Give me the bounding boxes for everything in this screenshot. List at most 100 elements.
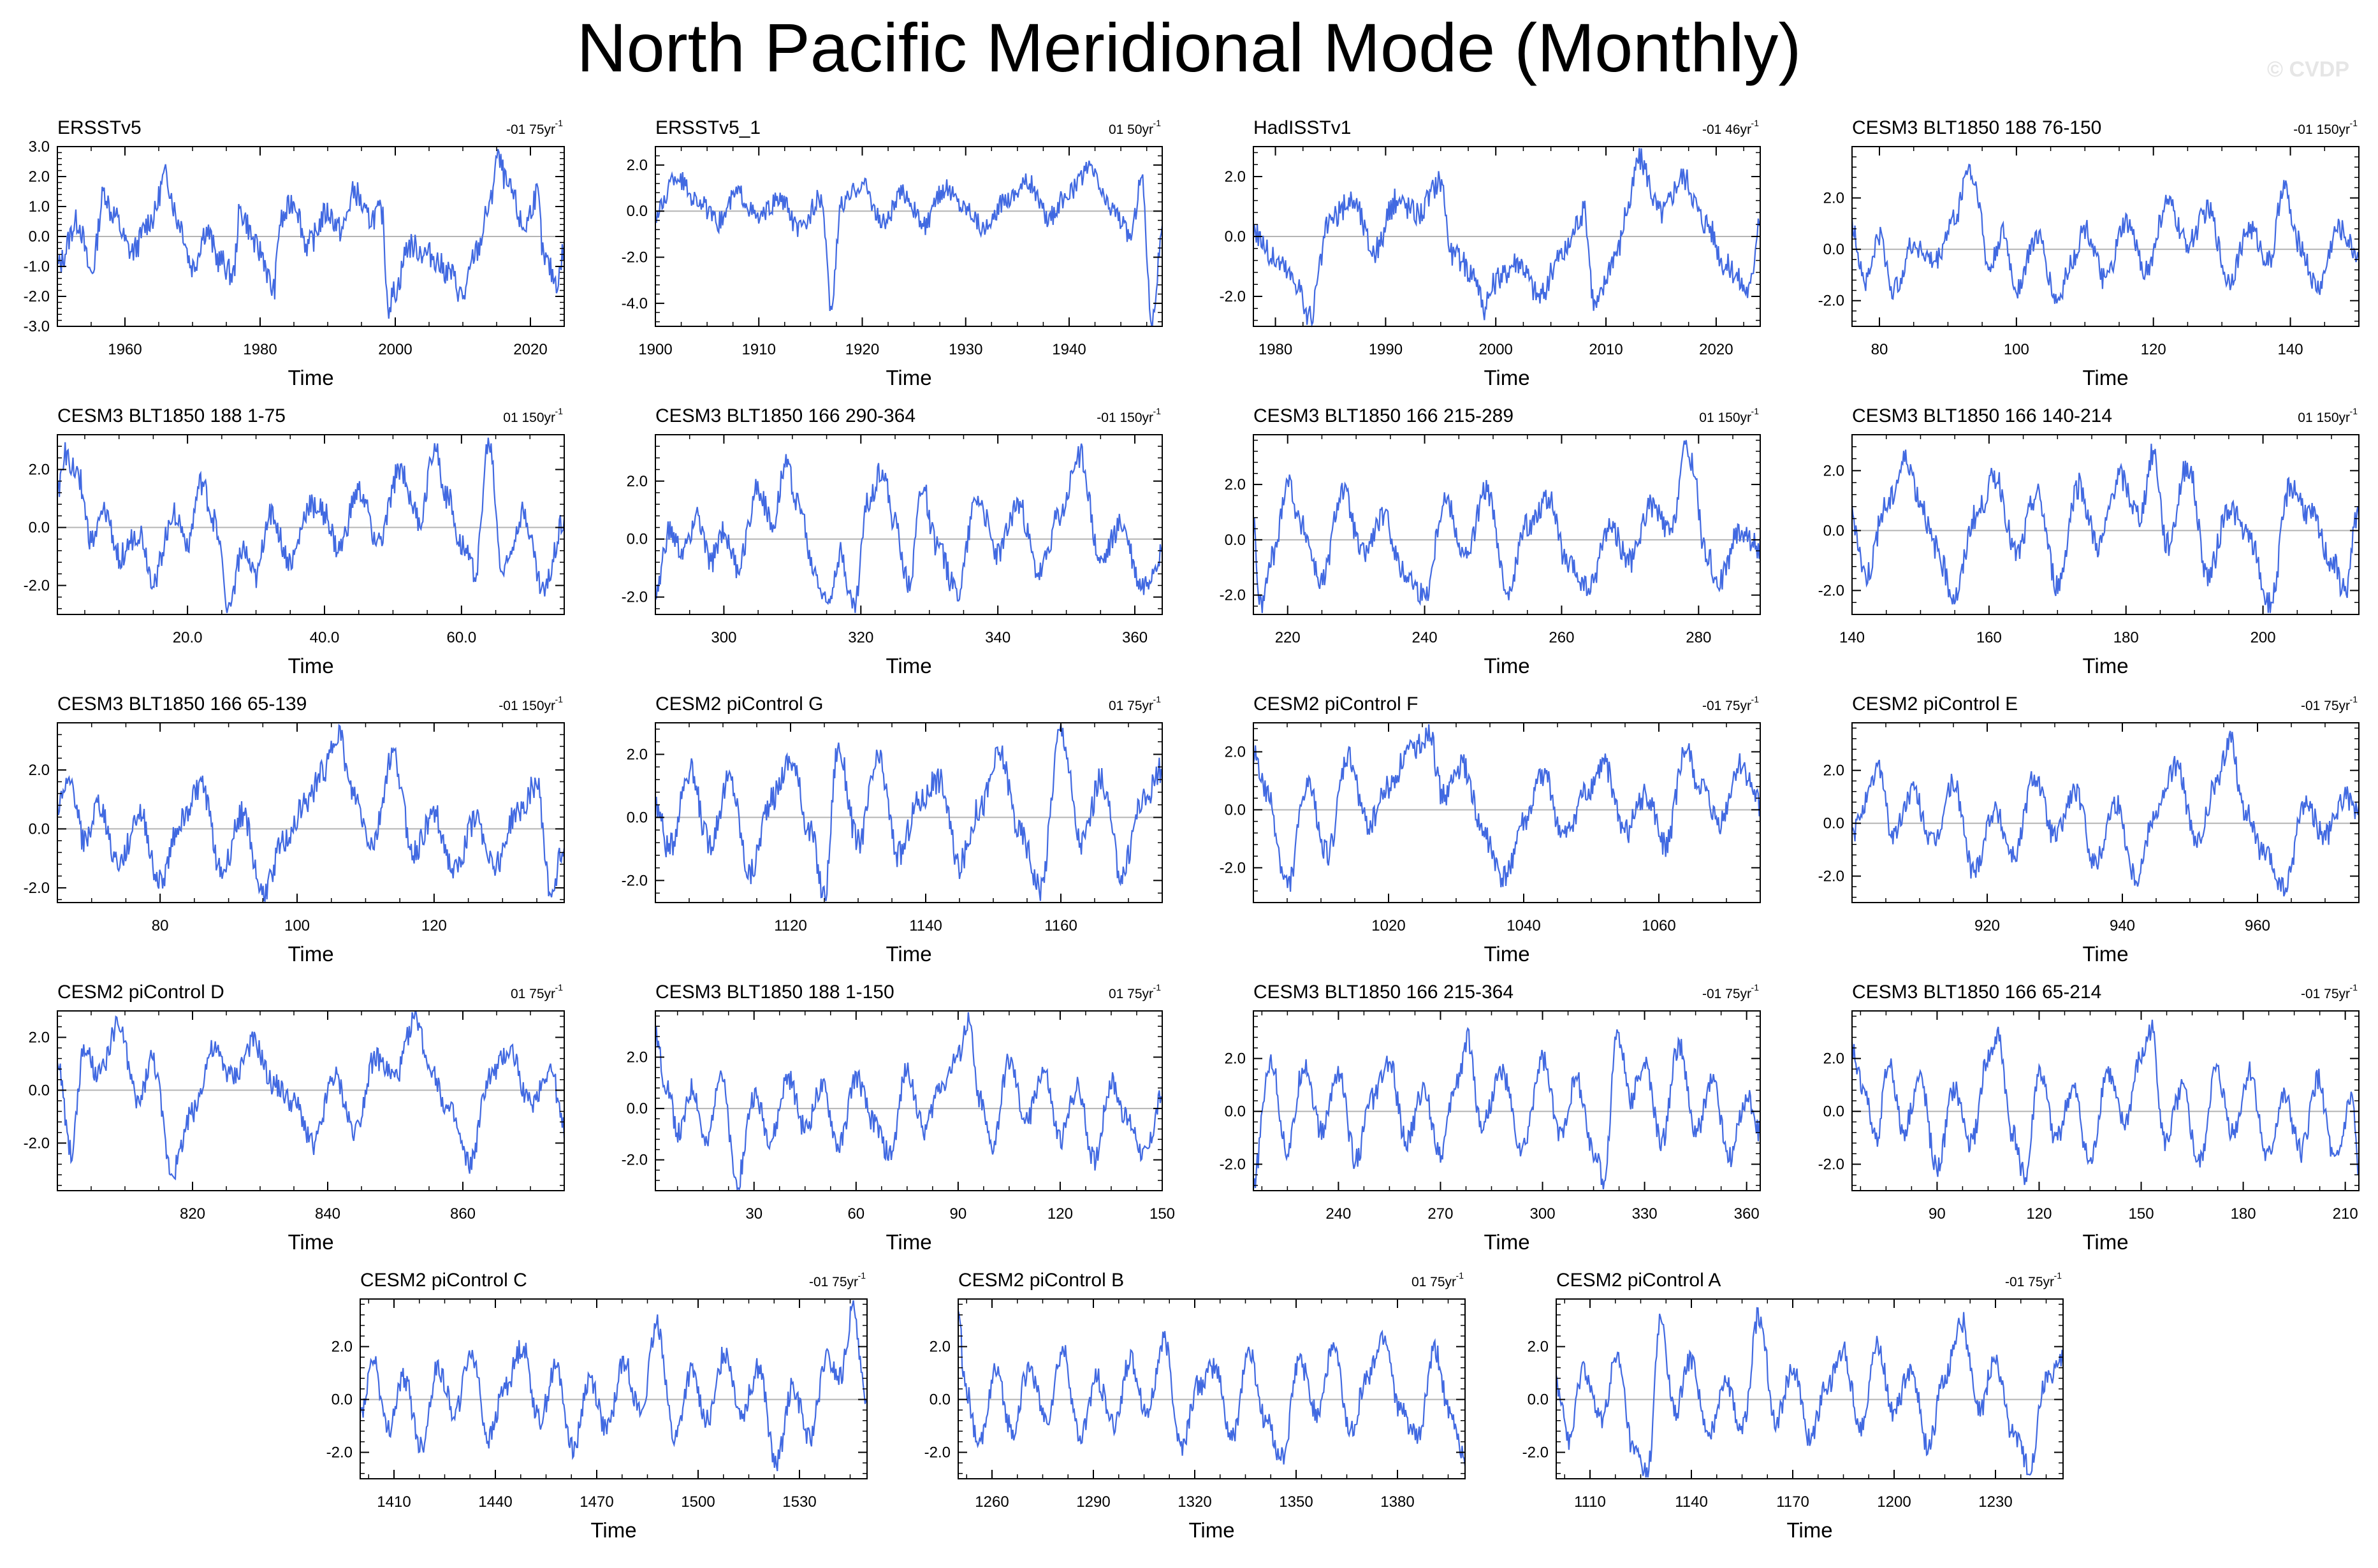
- x-tick-label: 1500: [681, 1493, 715, 1511]
- y-tick-label: 2.0: [1528, 1339, 1549, 1356]
- x-tick-label: 80: [1871, 341, 1888, 358]
- plot-frame: [57, 434, 565, 615]
- x-tick-label: 1260: [975, 1493, 1009, 1511]
- x-tick-label: 60.0: [446, 629, 476, 646]
- plot-frame: [1851, 434, 2360, 615]
- chart-panel: CESM2 piControl C -01 75yr -1 1410 1440 1470 1…: [326, 1270, 868, 1542]
- panel-trend-exponent: -1: [2350, 406, 2358, 416]
- x-tick-label: 1940: [1052, 341, 1086, 358]
- series-line: [56, 149, 565, 319]
- plot-frame: [1851, 722, 2360, 903]
- series-line: [1851, 1019, 2360, 1186]
- panel-trend-exponent: -1: [1751, 694, 1760, 704]
- y-tick-label: -2.0: [924, 1444, 951, 1462]
- y-tick-label: 2.0: [29, 461, 50, 479]
- x-axis-label: Time: [1484, 366, 1529, 389]
- y-tick-label: 0.0: [332, 1391, 353, 1409]
- panel-trend-exponent: -1: [2054, 1270, 2062, 1281]
- y-tick-label: 2.0: [1823, 762, 1844, 780]
- x-axis-label: Time: [2082, 654, 2128, 678]
- y-tick-label: 3.0: [29, 138, 50, 156]
- chart-panel: ERSSTv5 -01 75yr -1 1960 1980 2000 2020 -3.0 -2.…: [24, 117, 565, 389]
- x-tick-label: 1140: [909, 917, 942, 934]
- y-tick-label: 0.0: [1225, 532, 1246, 549]
- panel-trend-exponent: -1: [1153, 118, 1162, 128]
- x-tick-label: 120: [2026, 1205, 2052, 1223]
- x-axis-label: Time: [886, 1230, 931, 1254]
- x-tick-label: 1530: [782, 1493, 816, 1511]
- x-tick-label: 1040: [1506, 917, 1540, 934]
- x-axis-label: Time: [1786, 1518, 1832, 1542]
- series-line: [56, 437, 565, 613]
- y-tick-label: 0.0: [1823, 815, 1844, 832]
- x-tick-label: 100: [284, 917, 310, 934]
- y-tick-label: -2.0: [622, 1152, 648, 1169]
- panel-trend: -01 75yr: [1702, 699, 1751, 713]
- x-tick-label: 20.0: [173, 629, 203, 646]
- x-tick-label: 1140: [1675, 1493, 1708, 1511]
- x-axis-label: Time: [288, 1230, 333, 1254]
- x-axis-label: Time: [1484, 1230, 1529, 1254]
- x-tick-label: 1350: [1279, 1493, 1313, 1511]
- x-tick-label: 1930: [949, 341, 982, 358]
- panel-title: ERSSTv5: [57, 117, 142, 138]
- plot-frame: [655, 146, 1163, 327]
- y-tick-label: 0.0: [1225, 1103, 1246, 1121]
- series-line: [654, 1012, 1163, 1191]
- series-line: [56, 723, 565, 903]
- x-tick-label: 340: [985, 629, 1010, 646]
- x-tick-label: 240: [1325, 1205, 1351, 1223]
- y-tick-label: 0.0: [29, 1082, 50, 1099]
- panel-trend: -01 75yr: [809, 1275, 858, 1289]
- panel-trend-exponent: -1: [1153, 406, 1162, 416]
- plot-frame: [1851, 146, 2360, 327]
- x-tick-label: 360: [1122, 629, 1148, 646]
- panel-title: CESM2 piControl G: [655, 693, 823, 715]
- x-tick-label: 1230: [1978, 1493, 2012, 1511]
- panel-trend: 01 150yr: [2298, 410, 2350, 425]
- series-line: [1252, 724, 1762, 892]
- series-line: [1851, 730, 2360, 897]
- x-tick-label: 1980: [243, 341, 277, 358]
- x-tick-label: 90: [1929, 1205, 1946, 1223]
- x-tick-label: 200: [2250, 629, 2276, 646]
- panel-title: CESM3 BLT1850 188 1-150: [655, 982, 894, 1003]
- series-line: [957, 1310, 1466, 1467]
- panel-trend: 01 50yr: [1109, 122, 1153, 137]
- y-tick-label: 0.0: [627, 1100, 648, 1117]
- chart-panel: ERSSTv5_1 01 50yr -1 1900 1910 1920 1930 1940 -4…: [622, 117, 1163, 389]
- panel-title: CESM2 piControl E: [1852, 693, 2018, 715]
- panel-title: CESM3 BLT1850 166 140-214: [1852, 405, 2112, 426]
- series-line: [1851, 163, 2360, 304]
- x-axis-label: Time: [886, 654, 931, 678]
- x-tick-label: 1990: [1369, 341, 1403, 358]
- x-tick-label: 1470: [580, 1493, 613, 1511]
- panel-title: ERSSTv5_1: [655, 117, 761, 138]
- panel-trend-exponent: -1: [555, 982, 564, 992]
- x-tick-label: 1200: [1877, 1493, 1911, 1511]
- x-axis-label: Time: [1484, 654, 1529, 678]
- y-tick-label: 2.0: [627, 1049, 648, 1066]
- y-tick-label: -4.0: [622, 295, 648, 312]
- panel-title: CESM2 piControl F: [1253, 693, 1418, 715]
- panel-trend: 01 75yr: [511, 987, 555, 1001]
- x-axis-label: Time: [886, 366, 931, 389]
- panel-title: CESM3 BLT1850 188 76-150: [1852, 117, 2101, 138]
- x-tick-label: 240: [1412, 629, 1438, 646]
- x-tick-label: 210: [2333, 1205, 2358, 1223]
- series-line: [359, 1300, 868, 1472]
- x-tick-label: 1960: [108, 341, 142, 358]
- y-tick-label: -2.0: [1220, 288, 1246, 305]
- x-tick-label: 2000: [378, 341, 412, 358]
- y-tick-label: 2.0: [332, 1339, 353, 1356]
- panel-trend: 01 75yr: [1411, 1275, 1456, 1289]
- chart-panel: CESM3 BLT1850 166 290-364 -01 150yr -1 300 3…: [622, 405, 1163, 678]
- y-tick-label: -2.0: [1818, 868, 1844, 885]
- y-tick-label: -2.0: [24, 1135, 50, 1152]
- panel-trend: -01 75yr: [2005, 1275, 2054, 1289]
- panel-title: CESM3 BLT1850 166 65-139: [57, 693, 307, 715]
- panel-trend: -01 75yr: [1702, 987, 1751, 1001]
- panel-trend-exponent: -1: [1153, 982, 1162, 992]
- y-tick-label: 0.0: [1823, 1103, 1844, 1121]
- y-tick-label: 2.0: [627, 473, 648, 490]
